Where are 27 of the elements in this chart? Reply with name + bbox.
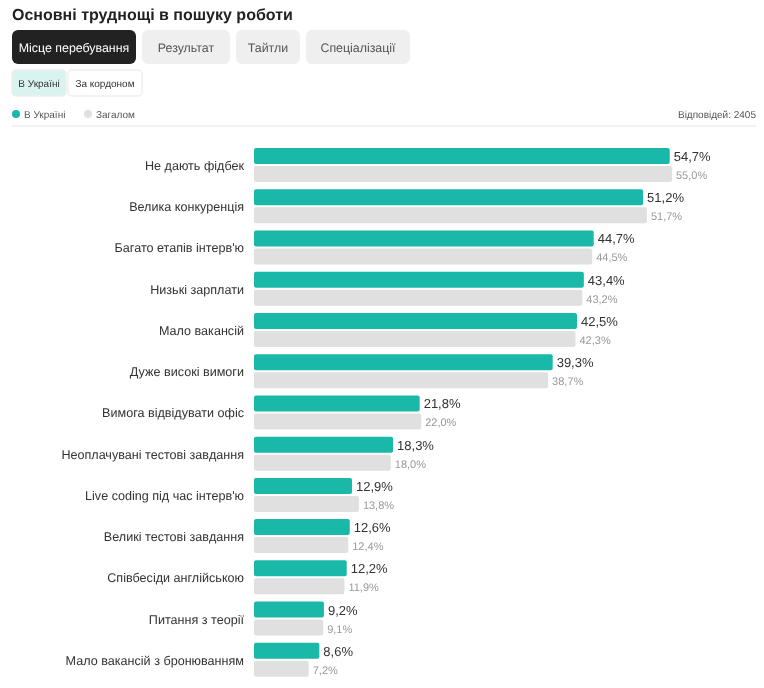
bar bbox=[254, 454, 391, 471]
bar bbox=[254, 207, 647, 224]
bar bbox=[254, 248, 593, 265]
bar bbox=[254, 477, 353, 494]
bar bbox=[254, 148, 670, 164]
chart-title: Основні труднощі в пошуку роботи bbox=[12, 6, 293, 24]
bar bbox=[254, 413, 422, 430]
bar bbox=[254, 601, 324, 618]
bar bbox=[254, 372, 549, 389]
bar bbox=[254, 289, 583, 306]
bar bbox=[254, 230, 594, 247]
bar bbox=[254, 642, 320, 659]
bar bbox=[254, 354, 553, 371]
bar bbox=[254, 330, 576, 347]
bar bbox=[254, 436, 394, 453]
bar bbox=[254, 395, 420, 412]
bar bbox=[254, 312, 577, 329]
bar bbox=[254, 537, 349, 554]
bar bbox=[254, 578, 345, 595]
bar bbox=[254, 189, 644, 206]
bar bbox=[254, 619, 324, 636]
bar bbox=[254, 166, 672, 182]
bar bbox=[254, 519, 350, 536]
bar bbox=[254, 560, 347, 577]
bar bbox=[254, 271, 584, 288]
bar bbox=[254, 495, 359, 512]
bar bbox=[254, 660, 309, 677]
